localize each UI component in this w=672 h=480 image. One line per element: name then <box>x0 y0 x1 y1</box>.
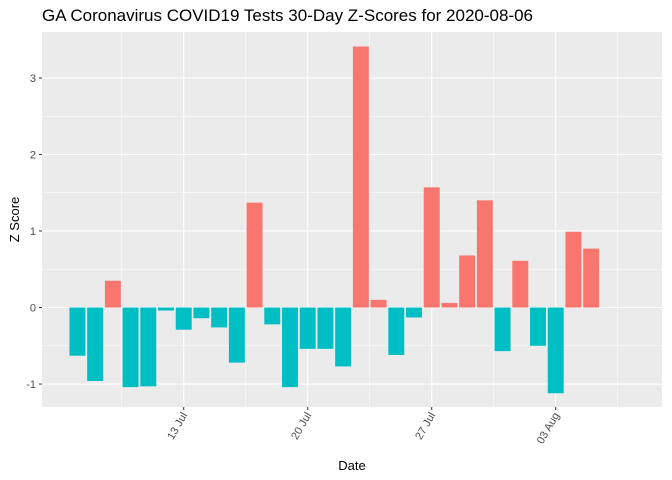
x-tick-label: 20 Jul <box>289 411 314 442</box>
bar <box>476 200 493 308</box>
chart-title: GA Coronavirus COVID19 Tests 30-Day Z-Sc… <box>42 6 534 25</box>
bar <box>87 307 104 381</box>
bar <box>494 307 511 352</box>
bar <box>228 307 245 363</box>
y-tick-label: 3 <box>30 73 36 85</box>
bar <box>211 307 228 328</box>
bars <box>69 46 600 394</box>
x-tick-label: 27 Jul <box>413 411 438 442</box>
bar <box>282 307 298 388</box>
bar <box>193 307 210 319</box>
bar <box>406 307 422 318</box>
bar <box>547 307 564 394</box>
bar <box>246 202 263 308</box>
bar <box>175 307 192 330</box>
y-axis-title: Z Score <box>7 197 22 243</box>
bar <box>264 307 281 325</box>
x-tick-label: 13 Jul <box>165 411 190 442</box>
x-tick-label: 03 Aug <box>535 411 563 447</box>
y-tick-label: 0 <box>30 303 36 315</box>
bar <box>423 187 440 308</box>
bar <box>299 307 316 349</box>
x-axis-title: Date <box>338 458 365 473</box>
bar <box>583 248 600 308</box>
x-axis: 13 Jul 20 Jul 27 Jul 03 Aug <box>165 407 562 446</box>
bar <box>388 307 405 355</box>
bar <box>69 307 86 356</box>
bar <box>441 302 458 308</box>
bar <box>335 307 352 367</box>
y-tick-label: 2 <box>30 149 36 161</box>
bar <box>122 307 139 388</box>
bar <box>352 46 369 308</box>
bar <box>370 299 387 308</box>
y-axis: -1 0 1 2 3 <box>26 73 42 391</box>
bar <box>530 307 546 346</box>
bar <box>459 255 476 308</box>
bar <box>565 231 582 308</box>
bar <box>317 307 334 349</box>
bar <box>512 260 529 308</box>
bar <box>104 280 121 308</box>
bar <box>158 307 174 311</box>
y-tick-label: -1 <box>26 379 36 391</box>
y-tick-label: 1 <box>30 226 36 238</box>
bar <box>140 307 157 387</box>
